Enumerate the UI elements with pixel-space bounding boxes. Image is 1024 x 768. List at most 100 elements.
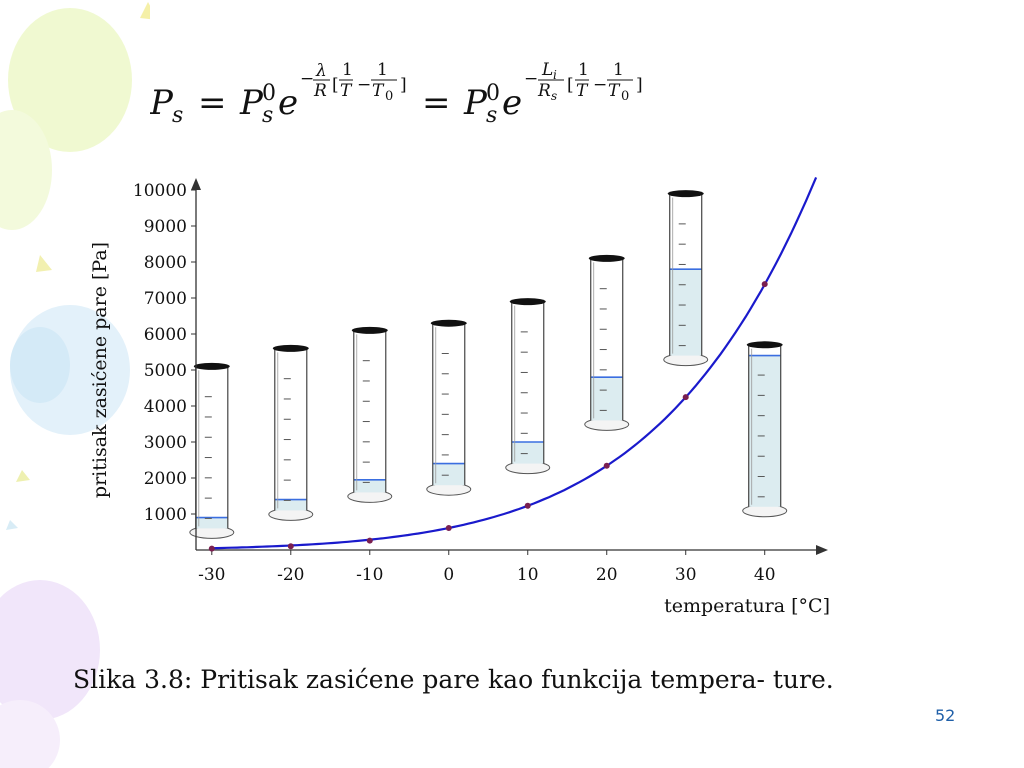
svg-text:[: [ xyxy=(567,75,574,95)
y-tick-label: 8000 xyxy=(144,253,187,273)
x-tick-label: -30 xyxy=(198,565,225,585)
cylinder-rim xyxy=(746,341,783,349)
svg-text:R: R xyxy=(537,81,551,101)
data-point xyxy=(761,281,768,288)
y-tick-label: 10000 xyxy=(133,181,187,201)
svg-text:−: − xyxy=(357,75,371,95)
svg-text:e: e xyxy=(502,83,522,123)
svg-text:−: − xyxy=(593,75,607,95)
cylinder-rim xyxy=(588,254,625,262)
x-tick-label: 0 xyxy=(443,565,454,585)
x-tick-label: 30 xyxy=(675,565,697,585)
measuring-cylinder xyxy=(426,319,472,496)
svg-text:]: ] xyxy=(400,75,407,95)
svg-text:s: s xyxy=(551,89,557,103)
data-point xyxy=(208,545,215,552)
x-tick-label: -20 xyxy=(277,565,304,585)
svg-text:1: 1 xyxy=(377,62,388,80)
measuring-cylinder xyxy=(742,341,788,518)
svg-text:P: P xyxy=(239,83,264,123)
cylinder-rim xyxy=(430,319,467,327)
y-axis-title: pritisak zasićene pare [Pa] xyxy=(89,242,111,498)
y-tick-label: 6000 xyxy=(144,325,187,345)
x-tick-label: 20 xyxy=(596,565,618,585)
cylinder-rim xyxy=(667,190,704,198)
slide-number: 52 xyxy=(935,706,956,725)
cylinder-water xyxy=(432,463,465,486)
svg-text:[: [ xyxy=(332,75,339,95)
svg-text:0: 0 xyxy=(385,89,393,104)
y-axis-arrow xyxy=(191,178,201,190)
svg-text:L: L xyxy=(541,62,553,80)
data-markers xyxy=(208,281,768,552)
svg-text:1: 1 xyxy=(613,62,624,80)
svg-text:s: s xyxy=(262,103,273,128)
y-tick-label: 3000 xyxy=(144,433,187,453)
cylinder-water xyxy=(195,517,228,529)
svg-text:0: 0 xyxy=(621,89,629,104)
data-point xyxy=(524,502,531,509)
svg-text:−: − xyxy=(524,69,538,89)
svg-text:0: 0 xyxy=(262,81,276,106)
cylinder-water xyxy=(748,355,781,507)
svg-text:T: T xyxy=(372,81,385,101)
svg-text:−: − xyxy=(300,69,314,89)
vapor-pressure-chart: 1000 2000 3000 4000 5000 6000 7000 8000 9000 1000… xyxy=(89,176,830,617)
svg-text:λ: λ xyxy=(315,62,327,81)
svg-text:e: e xyxy=(278,83,298,123)
measuring-cylinder xyxy=(584,254,630,431)
cylinder-rim xyxy=(193,362,230,370)
y-ticks: 1000 2000 3000 4000 5000 6000 7000 8000 9000 1000… xyxy=(133,181,196,525)
measuring-cylinder xyxy=(347,326,393,503)
svg-text:T: T xyxy=(340,81,353,101)
svg-text:=: = xyxy=(422,83,451,123)
cylinder-rim xyxy=(509,298,546,306)
svg-text:=: = xyxy=(198,83,227,123)
y-tick-label: 7000 xyxy=(144,289,187,309)
cylinder-water xyxy=(669,269,702,356)
data-point xyxy=(287,543,294,550)
svg-text:s: s xyxy=(172,103,183,128)
svg-text:T: T xyxy=(576,81,589,101)
svg-text:T: T xyxy=(608,81,621,101)
saturation-pressure-formula: P s = P s 0 e − λ R [ 1 T − 1 T 0 ] = P … xyxy=(150,62,643,128)
y-tick-label: 1000 xyxy=(144,505,187,525)
svg-text:P: P xyxy=(150,83,174,123)
y-tick-label: 4000 xyxy=(144,397,187,417)
measuring-cylinders xyxy=(189,190,788,539)
x-ticks: -30 -20 -10 0 10 20 30 40 xyxy=(198,550,776,585)
svg-text:P: P xyxy=(463,83,488,123)
svg-text:0: 0 xyxy=(486,81,500,106)
svg-text:R: R xyxy=(313,81,327,101)
y-tick-label: 5000 xyxy=(144,361,187,381)
x-tick-label: 40 xyxy=(754,565,776,585)
measuring-cylinder xyxy=(663,190,709,367)
svg-text:1: 1 xyxy=(578,62,589,80)
cylinder-water xyxy=(353,479,386,493)
chart-axes xyxy=(191,178,828,555)
figure-caption: Slika 3.8: Pritisak zasićene pare kao fu… xyxy=(73,665,834,694)
data-point xyxy=(366,537,373,544)
data-point xyxy=(682,394,689,401)
decorative-balloons xyxy=(0,2,150,768)
cylinder-rim xyxy=(272,344,309,352)
cylinder-water xyxy=(511,442,544,464)
cylinder-water xyxy=(274,499,307,511)
measuring-cylinder xyxy=(268,344,314,521)
svg-text:]: ] xyxy=(636,75,643,95)
cylinder-rim xyxy=(351,326,388,334)
svg-text:i: i xyxy=(553,68,557,82)
x-axis-arrow xyxy=(816,545,828,555)
x-axis-title: temperatura [°C] xyxy=(664,595,830,617)
data-point xyxy=(445,525,452,532)
x-tick-label: 10 xyxy=(517,565,539,585)
measuring-cylinder xyxy=(505,298,551,475)
data-point xyxy=(603,462,610,469)
x-tick-label: -10 xyxy=(356,565,383,585)
y-tick-label: 2000 xyxy=(144,469,187,489)
y-tick-label: 9000 xyxy=(144,217,187,237)
svg-text:1: 1 xyxy=(342,62,353,80)
vapor-pressure-curve xyxy=(211,176,818,550)
cylinder-water xyxy=(590,377,623,421)
svg-text:s: s xyxy=(486,103,497,128)
